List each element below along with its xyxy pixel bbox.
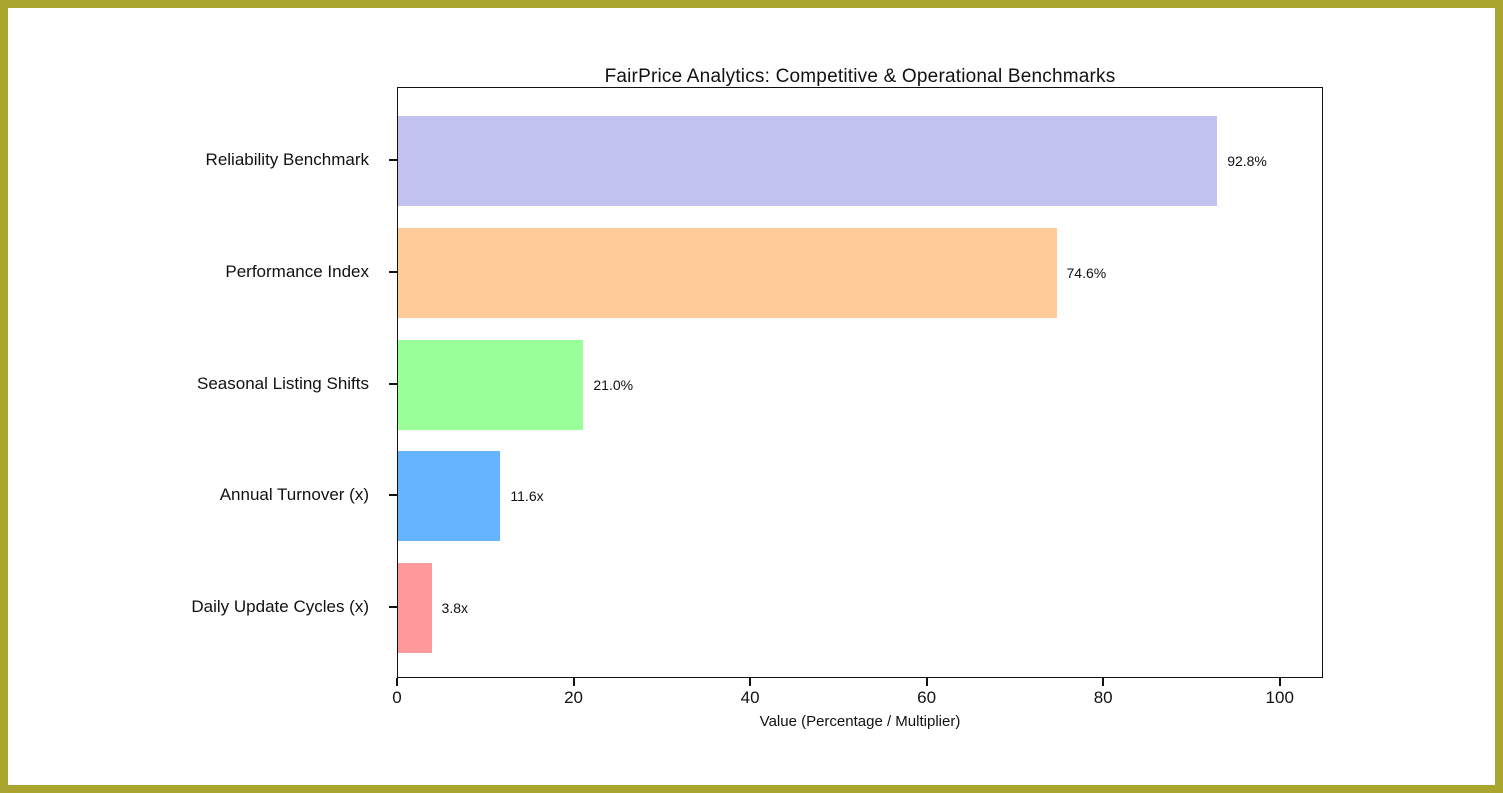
x-tick-mark [1278,678,1281,686]
y-axis-label: Annual Turnover (x) [219,485,369,505]
x-tick-label: 60 [917,688,937,707]
x-tick-label: 40 [740,688,760,707]
y-axis-label: Performance Index [225,261,369,281]
y-tick-mark [389,382,397,385]
y-axis-label: Seasonal Listing Shifts [197,373,369,393]
bar-value-label: 11.6x [510,488,544,505]
y-tick-mark [389,270,397,273]
bar [398,563,432,654]
x-axis-title: Value (Percentage / Multiplier) [759,713,961,730]
bar [398,339,584,430]
bar-value-label: 3.8x [441,600,468,617]
x-tick-label: 20 [564,688,584,707]
x-tick-label: 80 [1093,688,1113,707]
y-axis-label: Reliability Benchmark [205,150,369,169]
bar [398,227,1057,318]
bar-value-label: 21.0% [593,376,634,393]
bar [398,451,501,542]
x-tick-mark [749,678,752,686]
x-tick-mark [1102,678,1105,686]
bar [398,116,1218,206]
bar-value-label: 92.8% [1227,153,1267,169]
plot-area: 92.8% 74.6% 21.0% 11.6x 3.8x [397,87,1323,678]
y-tick-mark [389,494,397,497]
x-tick-label: 100 [1265,688,1294,707]
y-tick-mark [389,159,397,161]
x-tick-label: 0 [392,688,402,707]
x-tick-mark [572,678,575,686]
y-tick-mark [389,606,397,609]
bar-value-label: 74.6% [1066,264,1107,281]
y-axis-label: Daily Update Cycles (x) [191,597,369,617]
x-tick-mark [925,678,928,686]
x-tick-mark [396,678,398,686]
chart-title: FairPrice Analytics: Competitive & Opera… [604,66,1116,87]
